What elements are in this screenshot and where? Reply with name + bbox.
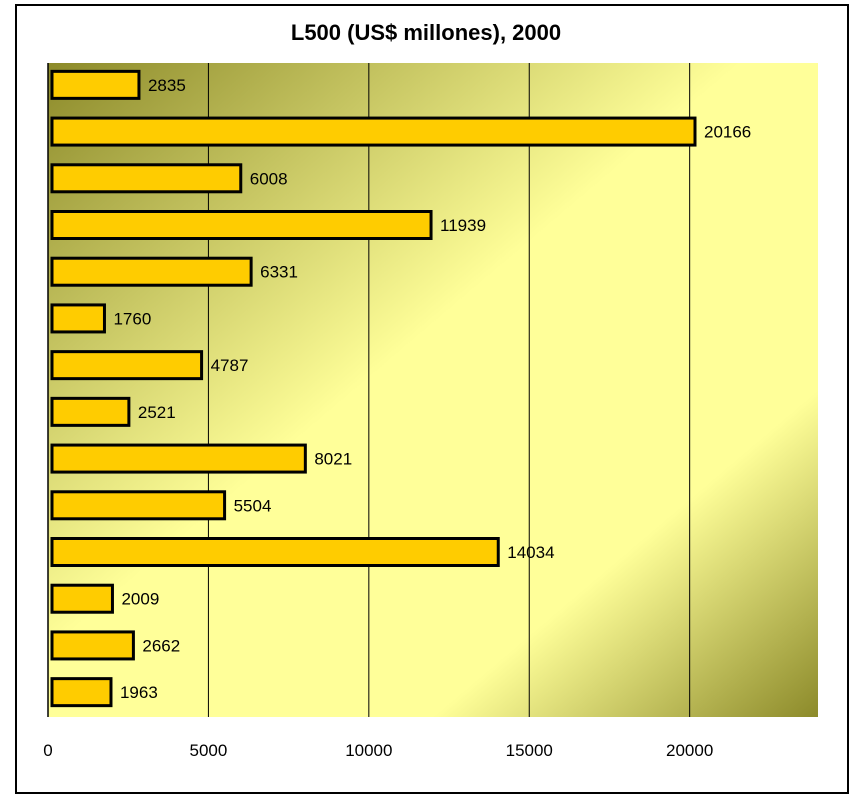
x-tick-label: 5000 [190,741,228,760]
bar [50,256,253,287]
x-tick-labels: 0 5000 10000 15000 20000 [43,741,713,760]
bar [50,396,131,427]
bar [50,490,227,521]
gridlines [207,63,691,717]
x-tick-label: 20000 [666,741,713,760]
bar [50,537,500,567]
bar-value-label: 5504 [234,496,272,515]
x-tick-label: 15000 [506,741,553,760]
bar [50,116,697,147]
bar [50,303,106,334]
bar [50,69,141,100]
bar [50,210,433,240]
bar [50,630,135,661]
bar-value-label: 14034 [507,543,554,562]
chart-title: L500 (US$ millones), 2000 [290,20,562,45]
bar [50,443,307,474]
bar-value-label: 6331 [260,263,298,282]
bar-value-label: 8021 [314,450,352,469]
bar-value-label: 2009 [121,590,159,609]
bar [50,350,204,381]
bar [50,677,113,708]
bar-value-label: 2662 [142,636,180,655]
x-tick-label: 0 [43,741,52,760]
bar-value-label: 2521 [138,403,176,422]
bar-value-label: 1760 [113,309,151,328]
bar-value-label: 1963 [120,683,158,702]
plot-area [48,63,818,717]
x-tick-label: 10000 [345,741,392,760]
bar-value-label: 4787 [211,356,249,375]
bar-value-label: 6008 [250,169,288,188]
bar [50,163,243,194]
bars [50,69,697,708]
bar-chart: 2835 20166 6008 11939 6331 1760 4787 2521 8021 55… [43,63,818,760]
bar [50,583,114,614]
bar-value-label: 20166 [704,123,751,142]
data-labels: 2835 20166 6008 11939 6331 1760 4787 2521 8021 55… [113,76,751,702]
bar-value-label: 2835 [148,76,186,95]
bar-value-label: 11939 [440,216,486,235]
